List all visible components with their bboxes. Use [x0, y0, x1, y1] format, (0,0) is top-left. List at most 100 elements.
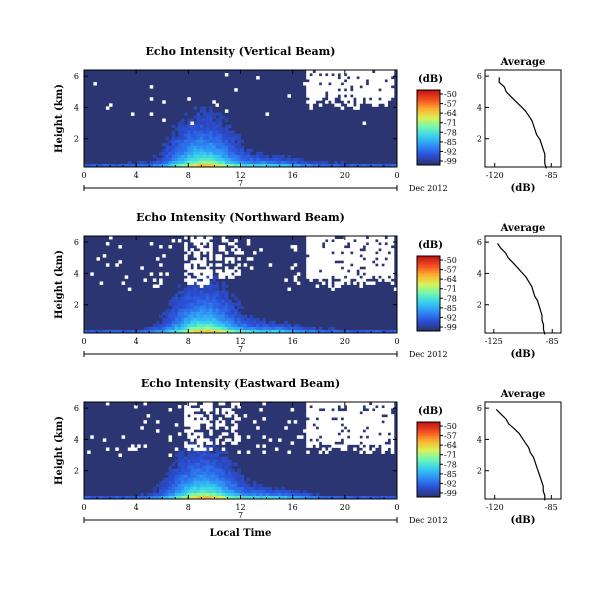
heatmap-cell	[215, 275, 219, 278]
heatmap-cell	[162, 312, 166, 315]
heatmap-cell	[234, 158, 238, 161]
heatmap-cell	[190, 490, 194, 493]
heatmap-cell	[206, 294, 210, 297]
missing-data-cell	[388, 236, 392, 239]
heatmap-cell	[284, 493, 288, 496]
heatmap-cell	[162, 161, 166, 164]
heatmap-cell	[187, 149, 191, 152]
missing-data-cell	[209, 245, 213, 248]
missing-data-cell	[197, 254, 201, 257]
heatmap-cell	[209, 327, 213, 330]
heatmap-cell	[175, 312, 179, 315]
missing-data-cell	[325, 248, 329, 251]
missing-data-cell	[366, 429, 370, 432]
missing-data-cell	[97, 257, 101, 260]
y-tick-label: 6	[74, 72, 79, 81]
missing-data-cell	[388, 426, 392, 429]
missing-data-cell	[356, 408, 360, 411]
missing-data-cell	[341, 85, 345, 88]
heatmap-cell	[222, 315, 226, 318]
heatmap-cell	[247, 327, 251, 330]
heatmap-cell	[275, 490, 279, 493]
heatmap-cell	[172, 300, 176, 303]
missing-data-cell	[100, 281, 104, 284]
heatmap-cell	[178, 152, 182, 155]
heatmap-cell	[203, 285, 207, 288]
missing-data-cell	[350, 405, 354, 408]
heatmap-cell	[225, 490, 229, 493]
missing-data-cell	[306, 242, 310, 245]
missing-data-cell	[184, 411, 188, 414]
heatmap-cell	[237, 140, 241, 143]
missing-data-cell	[353, 88, 357, 91]
missing-data-cell	[375, 417, 379, 420]
heatmap-cell	[278, 161, 282, 164]
missing-data-cell	[334, 82, 338, 85]
heatmap-cell	[219, 119, 223, 122]
heatmap-cell	[212, 460, 216, 463]
heatmap-cell	[247, 321, 251, 324]
missing-data-cell	[391, 429, 395, 432]
heatmap-cell	[203, 131, 207, 134]
heatmap-cell	[162, 149, 166, 152]
missing-data-cell	[103, 254, 107, 257]
heatmap-cell	[190, 321, 194, 324]
colorbar-tick-label: -78	[444, 294, 457, 303]
missing-data-cell	[206, 239, 210, 242]
heatmap-cell	[222, 297, 226, 300]
missing-data-cell	[344, 85, 348, 88]
missing-data-cell	[231, 248, 235, 251]
missing-data-cell	[262, 451, 266, 454]
heatmap-cell	[203, 119, 207, 122]
missing-data-cell	[369, 79, 373, 82]
missing-data-cell	[391, 435, 395, 438]
missing-data-cell	[228, 408, 232, 411]
missing-data-cell	[356, 417, 360, 420]
missing-data-cell	[338, 85, 342, 88]
missing-data-cell	[197, 426, 201, 429]
heatmap-cell	[228, 493, 232, 496]
heatmap-cell	[200, 297, 204, 300]
missing-data-cell	[353, 106, 357, 109]
missing-data-cell	[328, 269, 332, 272]
average-x-label: (dB)	[511, 183, 536, 194]
heatmap-cell	[215, 454, 219, 457]
heatmap-cell	[209, 472, 213, 475]
heatmap-cell	[197, 158, 201, 161]
heatmap-cell	[194, 294, 198, 297]
missing-data-cell	[322, 239, 326, 242]
heatmap-cell	[222, 137, 226, 140]
missing-data-cell	[356, 106, 360, 109]
heatmap-cell	[194, 493, 198, 496]
missing-data-cell	[350, 429, 354, 432]
missing-data-cell	[209, 272, 213, 275]
heatmap-cell	[200, 128, 204, 131]
missing-data-cell	[372, 254, 376, 257]
heatmap-cell	[209, 146, 213, 149]
missing-data-cell	[334, 432, 338, 435]
missing-data-cell	[331, 266, 335, 269]
heatmap-cell	[281, 158, 285, 161]
missing-data-cell	[234, 245, 238, 248]
missing-data-cell	[194, 254, 198, 257]
heatmap-cell	[247, 158, 251, 161]
missing-data-cell	[203, 239, 207, 242]
missing-data-cell	[319, 402, 323, 405]
missing-data-cell	[215, 423, 219, 426]
missing-data-cell	[322, 260, 326, 263]
heatmap-cell	[181, 487, 185, 490]
missing-data-cell	[309, 242, 313, 245]
heatmap-cell	[234, 484, 238, 487]
missing-data-cell	[331, 272, 335, 275]
missing-data-cell	[312, 266, 316, 269]
heatmap-cell	[241, 475, 245, 478]
missing-data-cell	[312, 405, 316, 408]
missing-data-cell	[347, 420, 351, 423]
heatmap-cell	[162, 324, 166, 327]
heatmap-cell	[200, 291, 204, 294]
heatmap-cell	[209, 438, 213, 441]
heatmap-cell	[165, 318, 169, 321]
missing-data-cell	[319, 85, 323, 88]
heatmap-cell	[228, 125, 232, 128]
missing-data-cell	[309, 275, 313, 278]
